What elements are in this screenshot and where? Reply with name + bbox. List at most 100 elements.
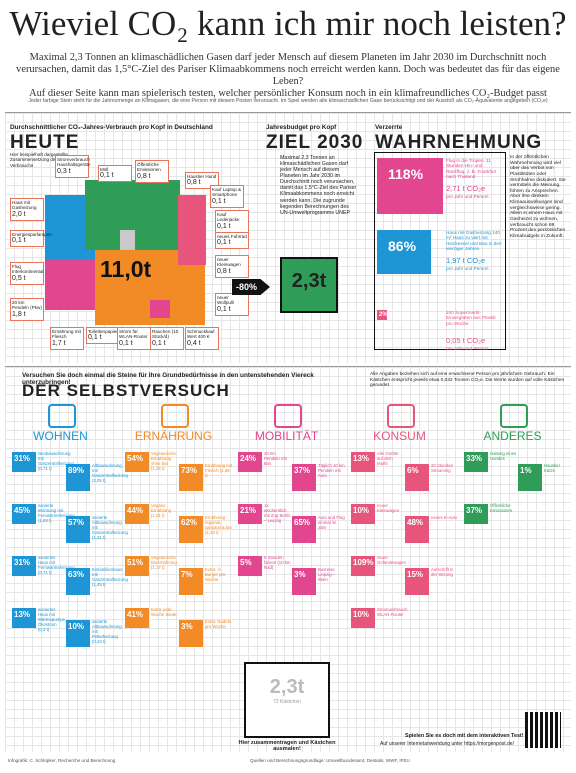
item-value: 0,5 t <box>12 274 26 282</box>
item-box: Energiesparlampen 0,1 t <box>10 230 52 248</box>
item-box: 20 km Pendeln (Pkw) 1,8 t <box>10 298 44 321</box>
percept-value: 0,05 t CO₂e <box>446 336 486 345</box>
sources: Quellen und Berechnungsgrundlage: Umwelt… <box>250 758 410 763</box>
piece <box>179 516 203 543</box>
target-value: 2,3t <box>269 676 305 698</box>
footprint-block <box>150 300 170 318</box>
piece <box>125 556 149 576</box>
item-box: neuer Wollpulli 0,1 t <box>215 293 249 316</box>
item-value: 0,4 t <box>187 339 201 347</box>
piece-pct: 45% <box>14 506 31 515</box>
piece <box>12 452 36 472</box>
piece-label: Einfamilienhaus mit Gaszentralheizung (1… <box>92 567 128 587</box>
item-label: Haus mit Gasheizung <box>12 200 37 211</box>
item-box: Kauf Laptop & Smartphone 0,1 t <box>210 185 244 208</box>
piece-label: Haltung eines Hundes <box>490 451 517 461</box>
piece <box>66 464 90 491</box>
footprint-block <box>120 230 135 250</box>
piece-label: Neubauwohnung mit Gaszentralheizung (0,7… <box>38 451 74 471</box>
percept-pct: 118% <box>388 166 424 182</box>
category-name: ANDERES <box>483 429 542 443</box>
percept-pct: 86% <box>388 238 417 254</box>
piece <box>238 452 262 472</box>
category-name: ERNÄHRUNG <box>134 429 213 443</box>
piece-label: Vegetarische Ernährung ohne Bio (1,25 t) <box>151 451 176 471</box>
piece-pct: 51% <box>127 558 144 567</box>
percept-value: 2,71 t CO₂e <box>446 184 486 193</box>
percept-value: 1,97 t CO₂e <box>446 256 486 265</box>
item-box: Haus mit Gasheizung 2,0 t <box>10 198 44 221</box>
piece-pct: 44% <box>127 506 144 515</box>
category-icon <box>387 404 415 428</box>
cta: Spielen Sie es doch mit dem interaktiven… <box>405 733 524 739</box>
piece <box>66 620 90 647</box>
side-text: In der öffentlichen Wahrnehmung wird vie… <box>510 155 566 239</box>
piece <box>66 568 90 595</box>
piece-label: saniertes Haus mit Wärmepumpe, Ökostrom … <box>38 607 67 632</box>
qr-code <box>525 712 561 748</box>
piece-label: Vegetarische Bioernährung (1,17 t) <box>151 555 177 570</box>
piece-pct: 10% <box>353 610 370 619</box>
piece-label: Alle Geräte auf dem Markt <box>377 451 399 466</box>
hint: Hier beispielhaft dargestellte Zusammens… <box>10 152 68 168</box>
piece-label: Busreise Leipzig – Wien <box>318 567 336 582</box>
item-label: Kauf Laptop & Smartphone <box>212 187 242 198</box>
intro: Maximal 2,3 Tonnen an klimaschädlichen G… <box>0 52 576 100</box>
category-icon <box>48 404 76 428</box>
piece-label: saniertes Haus mit Fernwärmeheizung (0,7… <box>38 555 75 575</box>
target-box <box>244 662 330 738</box>
percept-unit: pro Jahr und Person <box>446 194 489 199</box>
ziel-text: Maximal 2,3 Tonnen an klimaschädlichen G… <box>280 155 357 216</box>
piece-label: Altbauwohnung mit Gaszentralheizung (2,0… <box>92 463 128 483</box>
piece-label: Täglich 10 km Pendeln mit Auto <box>318 463 345 478</box>
percept-pct: 2% <box>379 312 388 318</box>
piece <box>12 556 36 576</box>
piece-pct: 13% <box>14 610 31 619</box>
item-value: 1,7 t <box>52 339 66 347</box>
item-value: 1,8 t <box>12 310 26 318</box>
piece-pct: 37% <box>294 466 311 475</box>
target-caption: Hier zusammentragen und Kästchen ausmale… <box>238 740 336 753</box>
item-box: Stromverbrauch Haushaltsgeräte 0,3 t <box>55 155 91 178</box>
percept-block <box>377 158 443 214</box>
section-title: DER SELBSTVERSUCH <box>22 381 230 400</box>
percept-block <box>377 310 387 320</box>
piece-pct: 31% <box>14 454 31 463</box>
item-box: Schmuckkauf Wert 400 €0,4 t <box>185 327 219 350</box>
item-label: Schmuckkauf Wert 400 € <box>187 329 215 340</box>
piece-label: Extra: Nudeln pro Woche <box>205 619 232 629</box>
item-label: Kauf Lederjacke <box>217 212 240 223</box>
item-value: 2,0 t <box>12 210 26 218</box>
ziel-value: 2,3t <box>291 270 327 292</box>
piece-label: neuer Geländewagen <box>377 555 406 565</box>
piece-label: 5 Stunden fahren (10 km Rad) <box>264 555 291 570</box>
piece-label: Vegane Ernährung (1,01 t) <box>151 503 172 518</box>
item-box: Strom für WLAN-Router 0,1 t <box>117 327 151 350</box>
piece-pct: 24% <box>240 454 257 463</box>
category-name: WOHNEN <box>33 429 88 443</box>
piece-pct: 13% <box>353 454 370 463</box>
piece-label: sanierte Wohnung mit Fernwärmeheizung (1… <box>38 503 75 523</box>
piece-pct: 1% <box>520 466 532 475</box>
item-value: 0,1 t <box>88 334 102 342</box>
credits: Infografik: C. Schlüpker, Recherche und … <box>8 758 116 763</box>
percept-label: 100 Supermarkt-Einwegtüten aus Plastik p… <box>446 310 496 326</box>
piece-label: Extra: jede Woche Steak <box>151 607 177 617</box>
category-name: KONSUM <box>373 429 426 443</box>
percept-label: Flug in die Tropen, 11 Stunden Hin- und … <box>446 158 497 180</box>
item-value: 0,8 t <box>137 172 151 180</box>
piece-pct: 62% <box>181 518 198 527</box>
kicker: Verzerrte <box>375 124 403 131</box>
piece <box>125 608 149 628</box>
piece-pct: 3% <box>294 570 306 579</box>
piece <box>292 568 316 595</box>
item-box: Öffentliche Emissionen 0,8 t <box>135 160 169 183</box>
item-box: Ernährung mit Fleisch 1,7 t <box>50 327 84 350</box>
kicker: Versuchen Sie doch einmal die Steine für… <box>22 372 314 387</box>
item-label: Ernährung mit Fleisch <box>52 329 81 340</box>
item-label: Flug Interkontinental <box>12 264 44 275</box>
category-icon <box>274 404 302 428</box>
item-label: Stromverbrauch Haushaltsgeräte <box>57 157 91 168</box>
piece-pct: 48% <box>407 518 424 527</box>
